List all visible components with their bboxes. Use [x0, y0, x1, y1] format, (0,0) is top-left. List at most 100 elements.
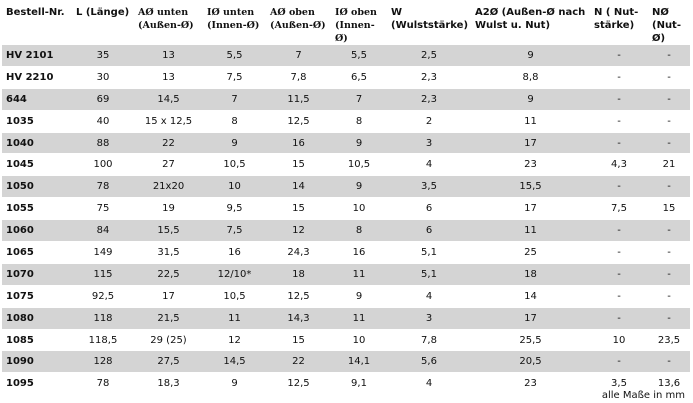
- table-cell: -: [648, 132, 690, 155]
- table-cell: 15: [266, 197, 331, 221]
- table-cell: 9: [331, 285, 387, 308]
- order-number-cell: 1050: [2, 175, 72, 199]
- table-cell: 13: [134, 45, 203, 67]
- table-cell: 15,5: [471, 175, 590, 199]
- table-cell: 15: [266, 329, 331, 352]
- table-cell: 15,5: [134, 219, 203, 243]
- table-cell: 40: [72, 110, 134, 133]
- table-cell: 21x20: [134, 175, 203, 199]
- table-cell: 35: [72, 45, 134, 67]
- table-cell: 14,1: [331, 350, 387, 374]
- table-cell: 2,5: [387, 45, 471, 67]
- table-cell: 10: [331, 197, 387, 221]
- table-cell: 92,5: [72, 285, 134, 308]
- table-cell: 7: [203, 88, 266, 111]
- table-row: 1085 118,5 29 (25) 12 15 10 7,8 25,5 10 23,5: [2, 329, 690, 352]
- table-cell: 18: [266, 263, 331, 286]
- table-row: 1095 78 18,3 9 12,5 9,1 4 23 3,5 13,6: [2, 372, 690, 396]
- table-cell: 14,5: [203, 350, 266, 374]
- table-cell: 23: [471, 372, 590, 396]
- table-row: 1050 78 21x20 10 14 9 3,5 15,5- -: [2, 175, 690, 199]
- order-number-cell: 1065: [2, 241, 72, 264]
- table-cell: 10: [590, 329, 648, 352]
- table-cell: 17: [134, 285, 203, 308]
- table-row: 1055 75 19 9,5 15 10 6 17 7,5 15: [2, 197, 690, 221]
- table-cell: 10: [203, 175, 266, 199]
- table-cell: -: [648, 241, 690, 264]
- table-row: 1075 92,5 17 10,5 12,5 9 4 14- -: [2, 285, 690, 308]
- table-row: HV 2210 30 13 7,5 7,8 6,5 2,3 8,8- -: [2, 66, 690, 89]
- table-cell: 4: [387, 372, 471, 396]
- table-cell: 12: [266, 219, 331, 243]
- table-cell: 4: [387, 285, 471, 308]
- table-cell: -: [648, 285, 690, 308]
- table-cell: 2: [387, 110, 471, 133]
- table-cell: -: [648, 110, 690, 133]
- table-cell: 13: [134, 66, 203, 89]
- table-cell: 22: [134, 132, 203, 155]
- table-cell: -: [590, 110, 648, 133]
- table-cell: 20,5: [471, 350, 590, 374]
- table-cell: 11: [471, 110, 590, 133]
- table-cell: 10,5: [203, 285, 266, 308]
- table-cell: -: [590, 175, 648, 199]
- table-cell: 9,1: [331, 372, 387, 396]
- table-cell: 17: [471, 307, 590, 330]
- table-cell: 7,5: [203, 219, 266, 243]
- table-cell: 14,5: [134, 88, 203, 111]
- dimensions-table: Bestell-Nr. L (Länge) AØ unten (Außen-Ø) IØ…: [2, 2, 690, 396]
- table-cell: 3,5: [590, 372, 648, 396]
- column-header: L (Länge): [72, 2, 134, 45]
- table-cell: 118: [72, 307, 134, 330]
- table-cell: 21: [648, 153, 690, 177]
- table-cell: 24,3: [266, 241, 331, 264]
- table-cell: 9: [331, 175, 387, 199]
- table-cell: 3: [387, 307, 471, 330]
- table-cell: -: [648, 307, 690, 330]
- order-number-cell: HV 2101: [2, 45, 72, 67]
- table-row: 1080 118 21,5 11 14,3 11 3 17- -: [2, 307, 690, 330]
- table-cell: 15 x 12,5: [134, 110, 203, 133]
- table-cell: 78: [72, 372, 134, 396]
- column-header: IØ unten (Innen-Ø): [203, 2, 266, 45]
- table-cell: 5,6: [387, 350, 471, 374]
- table-cell: 25: [471, 241, 590, 264]
- table-cell: 25,5: [471, 329, 590, 352]
- order-number-cell: 1040: [2, 132, 72, 155]
- table-cell: 6: [387, 219, 471, 243]
- table-cell: 12,5: [266, 110, 331, 133]
- table-cell: 4: [387, 153, 471, 177]
- table-cell: 8,8: [471, 66, 590, 89]
- table-cell: 11,5: [266, 88, 331, 111]
- table-cell: 11: [471, 219, 590, 243]
- table-cell: -: [648, 66, 690, 89]
- table-cell: -: [590, 88, 648, 111]
- table-cell: 14: [266, 175, 331, 199]
- table-cell: 78: [72, 175, 134, 199]
- column-header: AØ unten (Außen-Ø): [134, 2, 203, 45]
- table-cell: 11: [203, 307, 266, 330]
- table-cell: 2,3: [387, 88, 471, 111]
- table-cell: -: [648, 175, 690, 199]
- table-cell: 16: [331, 241, 387, 264]
- order-number-cell: 1060: [2, 219, 72, 243]
- table-cell: -: [648, 350, 690, 374]
- column-header: Bestell-Nr.: [2, 2, 72, 45]
- dimensions-table-container: Bestell-Nr. L (Länge) AØ unten (Außen-Ø) IØ…: [2, 2, 690, 396]
- table-cell: 10,5: [331, 153, 387, 177]
- table-cell: 5,5: [203, 45, 266, 67]
- order-number-cell: HV 2210: [2, 66, 72, 89]
- order-number-cell: 1095: [2, 372, 72, 396]
- table-cell: 88: [72, 132, 134, 155]
- table-cell: 5,5: [331, 45, 387, 67]
- table-cell: -: [590, 285, 648, 308]
- table-cell: 15: [648, 197, 690, 221]
- table-cell: 14: [471, 285, 590, 308]
- table-cell: 9,5: [203, 197, 266, 221]
- table-cell: 11: [331, 307, 387, 330]
- table-cell: 12,5: [266, 372, 331, 396]
- table-row: 1060 84 15,5 7,5 12 8 6 11- -: [2, 219, 690, 243]
- table-row: HV 2101 35 13 5,5 7 5,5 2,5 9- -: [2, 45, 690, 67]
- table-cell: 15: [266, 153, 331, 177]
- table-cell: 115: [72, 263, 134, 286]
